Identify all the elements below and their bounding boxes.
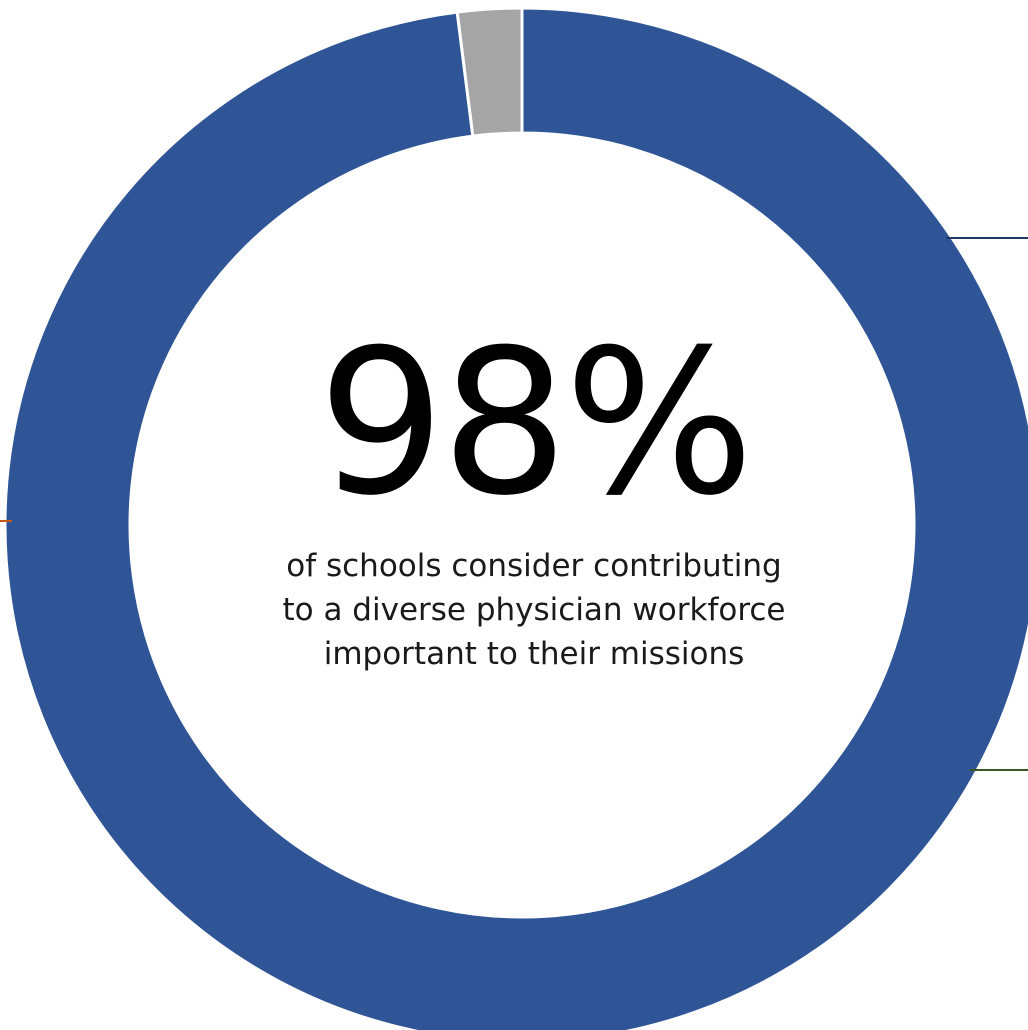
leader-lines [0,237,1028,771]
caption-line-3: important to their missions [323,636,745,672]
center-label: 98% of schools consider contributing to … [214,318,854,676]
caption-line-1: of schools consider contributing [286,548,782,584]
donut-slices [3,6,1028,1030]
caption-line-2: to a diverse physician workforce [282,592,786,628]
center-percentage: 98% [317,307,755,540]
donut-slice-2 [455,6,524,138]
donut-slice-1 [3,6,1028,1030]
center-caption: of schools consider contributing to a di… [214,544,854,676]
